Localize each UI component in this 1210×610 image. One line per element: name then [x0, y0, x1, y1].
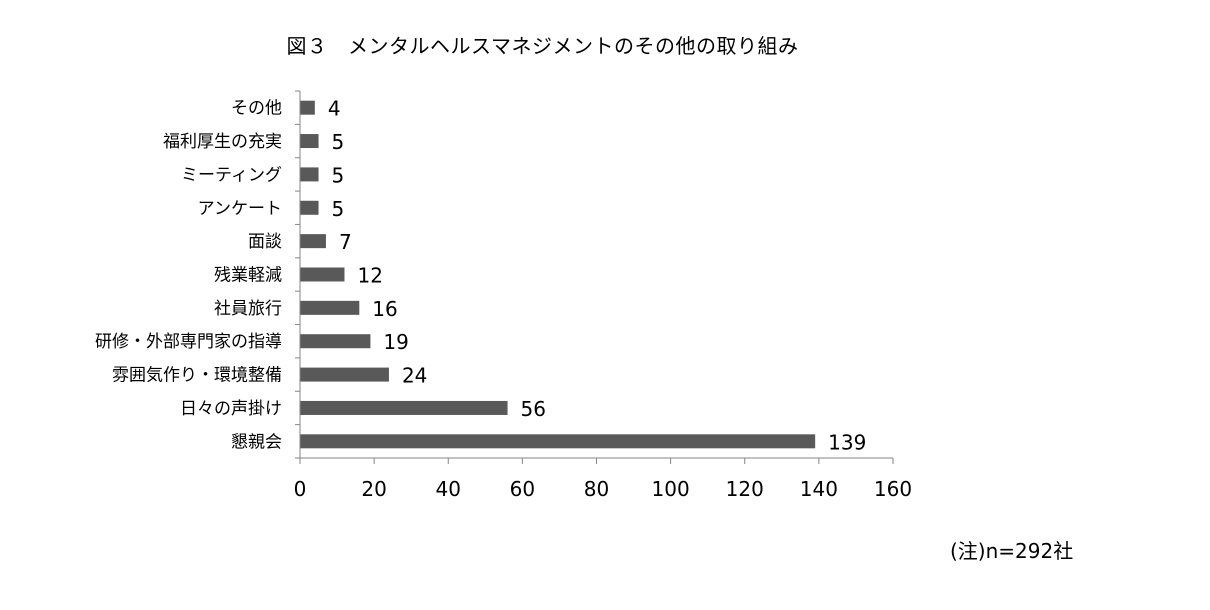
chart-title: 図３ メンタルヘルスマネジメントのその他の取り組み	[286, 34, 799, 58]
bar	[300, 267, 345, 282]
category-label: 社員旅行	[214, 299, 282, 319]
category-label: ミーティング	[181, 165, 282, 185]
x-tick-label: 80	[584, 477, 609, 501]
value-label: 24	[402, 364, 427, 388]
category-label: 雰囲気作り・環境整備	[112, 366, 282, 386]
x-tick-label: 20	[361, 477, 386, 501]
bar	[300, 400, 508, 415]
value-label: 5	[332, 163, 345, 187]
bar	[300, 167, 319, 182]
sample-size-note: (注)n=292社	[950, 539, 1074, 563]
value-label: 139	[828, 430, 866, 454]
category-label: 懇親会	[231, 432, 282, 452]
bar	[300, 200, 319, 215]
value-label: 56	[521, 397, 546, 421]
x-tick-label: 0	[294, 477, 307, 501]
bars-layer	[300, 100, 816, 449]
bar	[300, 434, 816, 449]
bar	[300, 100, 315, 115]
value-label: 19	[383, 330, 408, 354]
bar	[300, 234, 326, 249]
bar	[300, 134, 319, 149]
x-tick-label: 140	[800, 477, 838, 501]
labels-layer: その他 4 福利厚生の充実 5 ミーティング 5 アンケート 5 面談 7 残業軽減 12 社員旅行 16…	[95, 97, 912, 501]
axis-layer	[295, 90, 894, 464]
category-label: アンケート	[198, 199, 282, 219]
category-label: その他	[231, 99, 282, 119]
category-label: 福利厚生の充実	[163, 132, 282, 152]
x-tick-label: 120	[726, 477, 764, 501]
bar	[300, 367, 389, 382]
value-label: 5	[332, 197, 345, 221]
value-label: 4	[328, 97, 341, 121]
category-label: 残業軽減	[214, 266, 282, 286]
value-label: 12	[357, 264, 382, 288]
x-tick-label: 160	[874, 477, 912, 501]
bar	[300, 300, 360, 315]
value-label: 16	[372, 297, 397, 321]
category-label: 研修・外部専門家の指導	[95, 332, 282, 352]
bar	[300, 334, 371, 349]
x-tick-label: 100	[652, 477, 690, 501]
x-tick-label: 60	[510, 477, 535, 501]
category-label: 面談	[248, 232, 282, 252]
category-label: 日々の声掛け	[180, 399, 282, 419]
x-tick-label: 40	[436, 477, 461, 501]
value-label: 5	[332, 130, 345, 154]
value-label: 7	[339, 230, 352, 254]
